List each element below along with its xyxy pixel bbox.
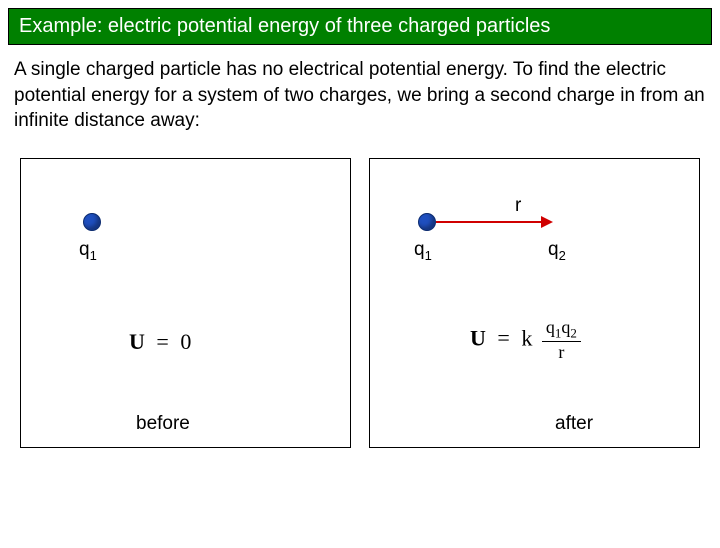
panel-after: r q1 q2 U = k q1q2 r after xyxy=(369,158,700,448)
body-text: A single charged particle has no electri… xyxy=(14,57,706,134)
fraction: q1q2 r xyxy=(542,317,581,364)
charge-dot-q1-before xyxy=(83,213,101,231)
fraction-numerator: q1q2 xyxy=(542,317,581,342)
formula-after: U = k q1q2 r xyxy=(470,317,581,364)
caption-before: before xyxy=(136,413,190,435)
distance-arrow xyxy=(436,221,551,223)
label-q1-after: q1 xyxy=(414,239,432,263)
formula-before: U = 0 xyxy=(129,329,191,355)
caption-after: after xyxy=(555,413,593,435)
title-text: Example: electric potential energy of th… xyxy=(19,15,550,37)
label-q1-before: q1 xyxy=(79,239,97,263)
label-q2-after: q2 xyxy=(548,239,566,263)
title-bar: Example: electric potential energy of th… xyxy=(8,8,712,45)
panels-row: q1 U = 0 before r q1 q2 U = k q1q2 r xyxy=(20,158,700,448)
label-r: r xyxy=(515,195,521,217)
panel-before: q1 U = 0 before xyxy=(20,158,351,448)
fraction-denominator: r xyxy=(542,342,581,364)
charge-dot-q1-after xyxy=(418,213,436,231)
